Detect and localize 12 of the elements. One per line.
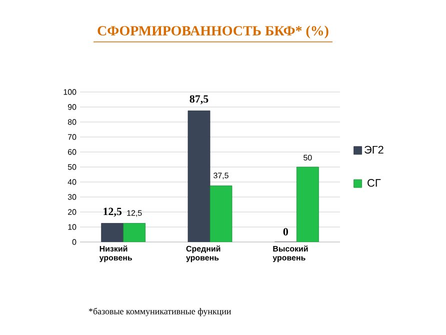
chart-title: СФОРМИРОВАННОСТЬ БКФ* (%) [98,26,328,38]
bar [210,186,232,242]
bar [188,110,210,242]
text: *базовые коммуникативные функции [88,308,232,316]
data-label: 0 [283,228,288,236]
bar [123,223,146,242]
bar [101,223,124,242]
data-label: 87,5 [190,95,208,104]
bar [296,166,319,242]
legend-label: СГ [368,179,381,187]
data-label: 12,5 [104,208,122,217]
legend-label: ЭГ2 [364,146,384,154]
